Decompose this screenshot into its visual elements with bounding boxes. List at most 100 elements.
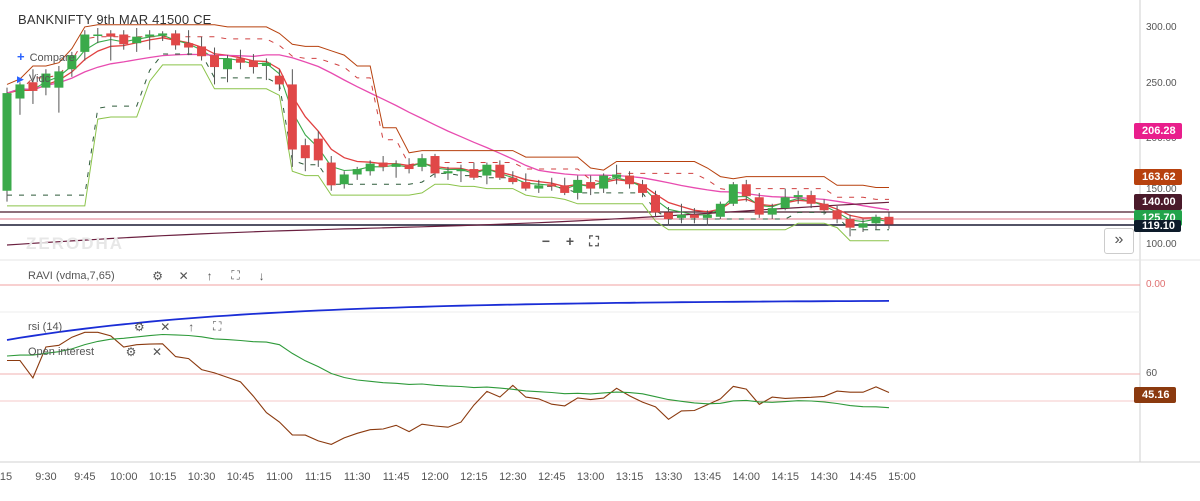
candle-body <box>417 158 427 167</box>
candle-body <box>339 174 349 185</box>
candle-body <box>832 210 842 219</box>
candle-body <box>845 218 855 228</box>
time-tick-label: 9:45 <box>74 471 96 483</box>
gear-icon[interactable]: ⚙ <box>125 345 137 359</box>
candle-body <box>819 203 829 211</box>
long-ma-line <box>6 201 890 246</box>
candle-body <box>625 175 635 185</box>
time-tick-label: 10:45 <box>226 471 255 483</box>
ema-fast-line <box>6 37 890 221</box>
time-tick-label: 13:45 <box>693 471 722 483</box>
time-tick-label: 15 <box>0 471 13 483</box>
candle-body <box>158 33 168 36</box>
time-tick-label: 14:15 <box>771 471 799 483</box>
time-tick-label: 9:30 <box>35 471 57 483</box>
expand-icon[interactable]: ⛶ <box>231 268 240 282</box>
time-tick-label: 13:30 <box>654 471 683 483</box>
candle-body <box>326 162 336 186</box>
candle-body <box>28 82 38 91</box>
indicator-toggle-button[interactable]: ▶ Vidc <box>17 73 50 85</box>
candle-body <box>404 164 414 170</box>
time-tick-label: 12:00 <box>421 471 449 483</box>
candle-body <box>391 163 401 167</box>
candle-body <box>715 203 725 217</box>
candle-body <box>651 195 660 213</box>
oi-legend-name: Open interest <box>28 346 95 358</box>
zoom-controls: − + ⛶ <box>536 232 604 250</box>
time-tick-label: 13:15 <box>615 471 644 483</box>
candle-body <box>365 163 375 172</box>
price-tag-ema: 163.62 <box>1134 169 1182 185</box>
watermark: ZERODHA <box>26 234 125 253</box>
upper-band-line <box>6 24 889 188</box>
zoom-out-button[interactable]: − <box>536 232 556 250</box>
candle-body <box>171 33 181 46</box>
candle-body <box>482 164 492 176</box>
candle-body <box>300 145 310 159</box>
time-tick-label: 11:30 <box>343 471 371 483</box>
candle-body <box>754 197 764 215</box>
candle-body <box>534 185 544 189</box>
lower-band-line <box>7 64 889 242</box>
upper-dash-line <box>6 36 889 200</box>
candle-body <box>67 55 77 70</box>
close-icon[interactable]: ✕ <box>178 268 189 283</box>
time-tick-label: 11:15 <box>304 471 332 483</box>
candle-body <box>573 179 583 193</box>
up-arrow-icon[interactable]: ↑ <box>206 268 213 283</box>
chart-title: BANKNIFTY 9th MAR 41500 CE <box>18 12 212 27</box>
time-tick-label: 12:30 <box>499 471 527 483</box>
oi-line <box>6 333 890 409</box>
candle-body <box>248 60 258 68</box>
candle-body <box>197 46 207 57</box>
ema-faster-line <box>6 34 890 223</box>
compare-button[interactable]: + Compare <box>17 49 75 64</box>
candle-body <box>612 174 622 178</box>
lower-dash-line <box>7 53 889 231</box>
time-tick-label: 12:45 <box>537 471 566 483</box>
time-tick-label: 13:00 <box>576 471 605 483</box>
gear-icon[interactable]: ⚙ <box>133 319 145 334</box>
candle-body <box>547 184 557 187</box>
price-tag-sma: 206.28 <box>1134 123 1182 139</box>
up-arrow-icon[interactable]: ↑ <box>188 319 195 334</box>
price-tick-label: 300.00 <box>1146 22 1177 33</box>
time-tick-label: 11:00 <box>266 471 293 483</box>
zoom-in-button[interactable]: + <box>560 232 580 250</box>
candle-body <box>222 58 232 70</box>
candle-body <box>287 84 297 150</box>
time-tick-label: 15:00 <box>888 471 916 483</box>
time-tick-label: 14:45 <box>849 471 877 483</box>
candle-body <box>145 34 155 37</box>
candle-body <box>495 164 505 178</box>
rsi-legend: rsi (14) ⚙ ✕ ↑ ⛶ <box>28 319 234 334</box>
candle-body <box>638 184 648 193</box>
oi-legend: Open interest ⚙ ✕ <box>28 345 174 359</box>
time-tick-label: 14:00 <box>732 471 761 483</box>
candle-body <box>274 75 284 85</box>
time-tick-label: 12:15 <box>460 471 488 483</box>
candle-body <box>793 195 803 198</box>
price-tick-label: 100.00 <box>1146 239 1177 250</box>
expand-icon[interactable]: ⛶ <box>213 319 222 333</box>
zoom-reset-button[interactable]: ⛶ <box>584 232 604 250</box>
scroll-to-latest-button[interactable]: » <box>1104 228 1134 254</box>
candle-body <box>210 55 220 68</box>
price-tag-low: 119.10 <box>1134 220 1182 232</box>
candle-body <box>313 138 323 161</box>
close-icon[interactable]: ✕ <box>152 345 163 359</box>
close-icon[interactable]: ✕ <box>160 319 171 334</box>
candle-body <box>235 58 245 63</box>
candle-body <box>728 184 738 204</box>
time-tick-label: 10:15 <box>148 471 177 483</box>
rsi-legend-name: rsi (14) <box>28 320 63 333</box>
candle-body <box>443 171 453 174</box>
ravi-axis-label: 0.00 <box>1146 279 1166 290</box>
candle-body <box>586 182 596 189</box>
candle-body <box>806 195 816 204</box>
gear-icon[interactable]: ⚙ <box>152 268 163 283</box>
candle-body <box>430 156 440 174</box>
down-arrow-icon[interactable]: ↓ <box>258 268 265 283</box>
candle-body <box>689 214 699 218</box>
